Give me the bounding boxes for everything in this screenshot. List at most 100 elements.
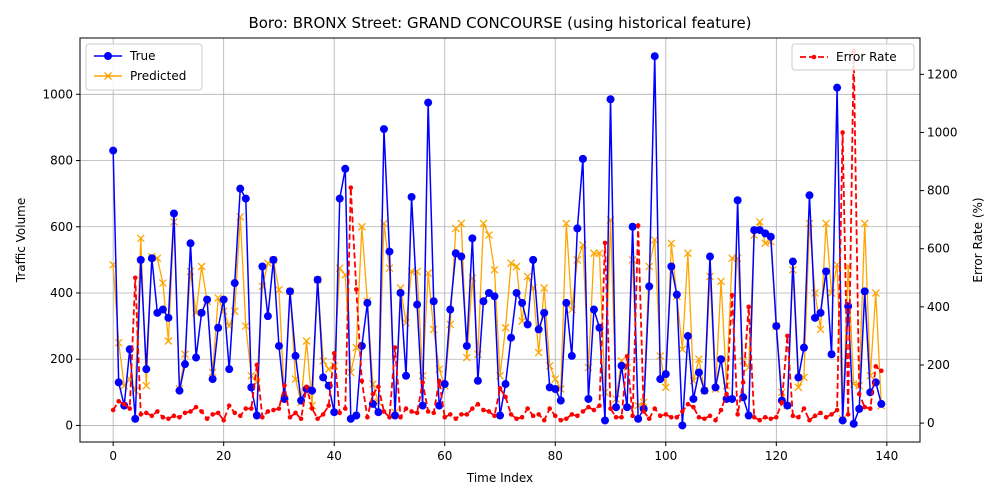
data-point [225,365,234,374]
data-point [440,380,449,389]
y2-tick-label: 1200 [927,67,958,81]
data-point [116,399,121,404]
x-tick-label: 60 [437,449,452,463]
data-point [309,406,315,411]
data-point [387,414,392,420]
data-point [199,409,204,414]
data-point [114,378,123,387]
data-point [147,254,156,263]
legend-marker [811,54,817,60]
data-point [879,368,884,374]
data-point [746,304,751,310]
data-point [484,231,493,239]
data-point [860,219,869,228]
data-point [431,410,436,416]
data-point [468,234,477,243]
data-point [342,406,348,411]
data-point [840,130,845,135]
data-point [236,184,245,193]
data-point [751,414,757,420]
data-point [462,341,471,350]
data-point [696,414,702,420]
data-point [630,413,635,419]
data-point [785,333,790,339]
y-tick-label: 800 [50,154,73,168]
data-point [739,393,748,402]
data-point [657,413,663,419]
data-point [678,421,687,430]
data-point [424,98,433,107]
data-point [646,416,652,422]
data-point [597,403,602,408]
legend-left: True Predicted [85,43,203,91]
data-point [337,410,343,416]
data-point [628,222,637,231]
data-point [507,333,516,342]
data-point [823,414,829,420]
data-point [551,385,560,394]
data-point [214,323,223,332]
legend-marker [104,52,112,60]
data-point [313,275,322,284]
data-point [534,325,543,334]
data-point [457,252,466,261]
plot-frame [79,37,921,443]
data-point [807,417,812,423]
data-point [109,146,118,155]
data-point [158,279,167,288]
data-point [352,411,361,420]
data-point [613,414,619,420]
data-point [589,305,598,314]
data-point [702,416,707,422]
data-point [541,417,547,423]
data-point [486,409,492,414]
data-point [260,414,265,420]
y-tick-label: 1000 [42,87,73,101]
data-point [552,413,558,419]
data-point [131,414,140,423]
x-tick-label: 140 [875,449,898,463]
data-point [838,416,847,425]
data-point [247,383,256,392]
data-point [562,298,571,307]
data-point [155,409,160,414]
data-point [667,239,676,248]
data-point [204,416,210,422]
data-point [652,406,658,411]
data-point [219,295,228,304]
data-point [518,298,527,307]
data-point [530,413,536,419]
data-point [680,409,685,414]
data-point [586,404,591,410]
data-point [418,401,427,410]
data-point [138,412,144,417]
data-point [381,409,387,414]
data-point [188,409,193,414]
data-point [827,289,836,297]
data-point [241,194,250,203]
data-point [308,386,317,395]
data-point [601,416,609,425]
series-true [109,52,886,430]
data-point [479,219,488,228]
data-point [678,345,687,354]
data-point [718,407,724,413]
data-point [166,416,171,422]
data-point [595,249,604,258]
data-point [403,406,409,411]
data-point [315,416,320,422]
data-point [435,401,444,410]
data-point [271,407,276,413]
legend-label: Error Rate [836,50,897,64]
data-point [733,196,742,205]
data-point [761,239,770,248]
data-point [845,412,851,417]
y-axis-label: Traffic Volume [14,198,28,284]
data-point [523,320,532,329]
data-point [357,222,366,231]
data-point [425,409,431,414]
data-point [606,95,615,104]
data-point [827,350,836,359]
data-point [525,406,530,411]
x-tick-label: 40 [327,449,342,463]
